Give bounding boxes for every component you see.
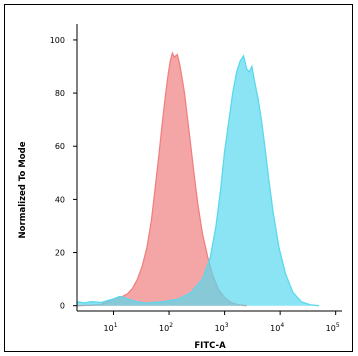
series-2-line [76,54,320,307]
x-tick-label: 102 [159,322,173,333]
y-tick-label: 100 [50,36,65,45]
series-2-area [77,55,319,306]
x-tick-exponent: 4 [280,322,284,329]
series-layer [76,51,320,307]
x-tick-label: 103 [215,322,229,333]
axis-layer [76,24,342,312]
y-tick-label: 0 [60,302,65,311]
x-tick-exponent: 1 [114,322,118,329]
y-tick-label: 40 [55,195,65,204]
x-axis-title: FITC-A [194,341,226,351]
x-tick-label: 105 [326,322,340,333]
x-tick-labels: 101 102 103 104 105 [104,311,340,333]
y-tick-label: 80 [55,89,65,98]
y-tick-labels: 0 20 40 60 80 100 [50,36,77,311]
chart-frame [4,4,353,352]
y-tick-label: 20 [55,249,65,258]
y-tick-label: 60 [55,142,65,151]
x-tick-exponent: 2 [169,322,173,329]
x-tick-exponent: 5 [336,322,340,329]
y-axis-title: Normalized To Mode [18,141,28,238]
x-tick-label: 101 [104,322,118,333]
x-tick-exponent: 3 [225,322,229,329]
x-tick-label: 104 [270,322,284,333]
